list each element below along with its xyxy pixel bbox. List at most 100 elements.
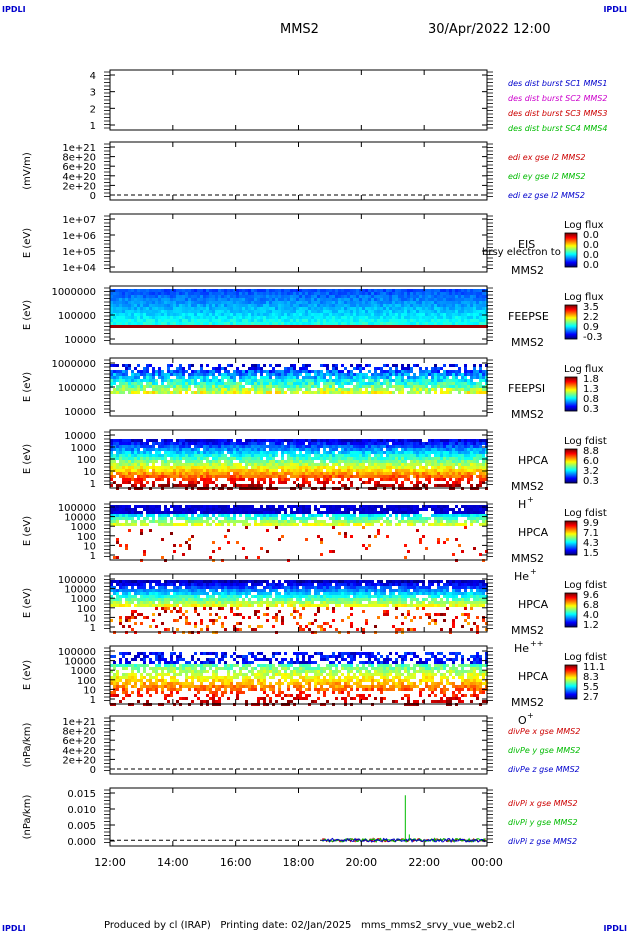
- heatmap-cell: [323, 301, 326, 304]
- heatmap-cell: [455, 304, 458, 307]
- heatmap-cell: [227, 322, 230, 325]
- heatmap-cell: [374, 316, 377, 319]
- heatmap-cell: [188, 325, 191, 328]
- heatmap-cell: [284, 391, 287, 394]
- heatmap-cell: [428, 442, 431, 445]
- heatmap-cell: [167, 295, 170, 298]
- heatmap-cell: [332, 304, 335, 307]
- heatmap-cell: [305, 376, 308, 379]
- heatmap-cell: [167, 313, 170, 316]
- heatmap-cell: [236, 373, 239, 376]
- heatmap-cell: [401, 298, 404, 301]
- heatmap-cell: [422, 454, 425, 457]
- heatmap-cell: [428, 391, 431, 394]
- heatmap-cell: [221, 451, 224, 454]
- heatmap-cell: [170, 445, 173, 448]
- heatmap-cell: [356, 454, 359, 457]
- heatmap-cell: [314, 451, 317, 454]
- heatmap-cell: [290, 298, 293, 301]
- heatmap-cell: [275, 313, 278, 316]
- heatmap-cell: [362, 439, 365, 442]
- heatmap-cell: [260, 442, 263, 445]
- heatmap-cells: [110, 439, 488, 490]
- spacecraft-label: MMS2: [511, 408, 544, 421]
- heatmap-cell: [332, 307, 335, 310]
- heatmap-cell: [176, 475, 179, 478]
- heatmap-cell: [371, 307, 374, 310]
- heatmap-cell: [137, 478, 140, 481]
- heatmap-cell: [203, 442, 206, 445]
- heatmap-cell: [419, 379, 422, 382]
- heatmap-cell: [218, 463, 221, 466]
- heatmap-cell: [140, 388, 143, 391]
- heatmap-cell: [278, 319, 281, 322]
- heatmap-cell: [113, 292, 116, 295]
- heatmap-cell: [170, 454, 173, 457]
- heatmap-cell: [251, 385, 254, 388]
- heatmap-cell: [233, 469, 236, 472]
- heatmap-cell: [203, 388, 206, 391]
- heatmap-cell: [392, 472, 395, 475]
- heatmap-cell: [185, 322, 188, 325]
- heatmap-cell: [293, 376, 296, 379]
- heatmap-cell: [182, 382, 185, 385]
- heatmap-cell: [332, 463, 335, 466]
- heatmap-cell: [359, 313, 362, 316]
- heatmap-cell: [308, 310, 311, 313]
- heatmap-cell: [353, 385, 356, 388]
- heatmap-cell: [200, 472, 203, 475]
- heatmap-cell: [449, 478, 452, 481]
- heatmap-cell: [476, 466, 479, 469]
- heatmap-cell: [407, 364, 410, 367]
- heatmap-cell: [455, 376, 458, 379]
- heatmap-cell: [416, 295, 419, 298]
- heatmap-cell: [443, 313, 446, 316]
- heatmap-cell: [137, 373, 140, 376]
- heatmap-cell: [410, 469, 413, 472]
- heatmap-cell: [389, 376, 392, 379]
- heatmap-cell: [338, 325, 341, 328]
- heatmap-cell: [335, 298, 338, 301]
- heatmap-cell: [302, 481, 305, 484]
- colorbar-strip: [565, 247, 577, 249]
- heatmap-cell: [434, 307, 437, 310]
- heatmap-cell: [449, 460, 452, 463]
- heatmap-cell: [194, 469, 197, 472]
- heatmap-cell: [389, 316, 392, 319]
- heatmap-cell: [197, 304, 200, 307]
- heatmap-cell: [257, 298, 260, 301]
- heatmap-cell: [341, 457, 344, 460]
- heatmap-cell: [308, 388, 311, 391]
- heatmap-cell: [431, 310, 434, 313]
- heatmap-cell: [317, 457, 320, 460]
- heatmap-cell: [440, 391, 443, 394]
- heatmap-cell: [293, 313, 296, 316]
- heatmap-cell: [176, 385, 179, 388]
- heatmap-cell: [152, 472, 155, 475]
- heatmap-cell: [293, 310, 296, 313]
- heatmap-cell: [470, 295, 473, 298]
- heatmap-cell: [326, 382, 329, 385]
- heatmap-cell: [146, 310, 149, 313]
- heatmap-cell: [386, 325, 389, 328]
- heatmap-cell: [194, 466, 197, 469]
- heatmap-cell: [272, 454, 275, 457]
- heatmap-cell: [359, 292, 362, 295]
- heatmap-cell: [479, 304, 482, 307]
- heatmap-cell: [395, 469, 398, 472]
- heatmap-cell: [380, 319, 383, 322]
- heatmap-cell: [353, 451, 356, 454]
- heatmap-cell: [410, 298, 413, 301]
- heatmap-cell: [371, 475, 374, 478]
- heatmap-cell: [149, 301, 152, 304]
- heatmap-cell: [122, 301, 125, 304]
- heatmap-cell: [206, 379, 209, 382]
- heatmap-cell: [143, 370, 146, 373]
- heatmap-cell: [407, 439, 410, 442]
- heatmap-cell: [377, 325, 380, 328]
- heatmap-cell: [134, 304, 137, 307]
- heatmap-cell: [437, 301, 440, 304]
- heatmap-cell: [281, 319, 284, 322]
- heatmap-cell: [473, 382, 476, 385]
